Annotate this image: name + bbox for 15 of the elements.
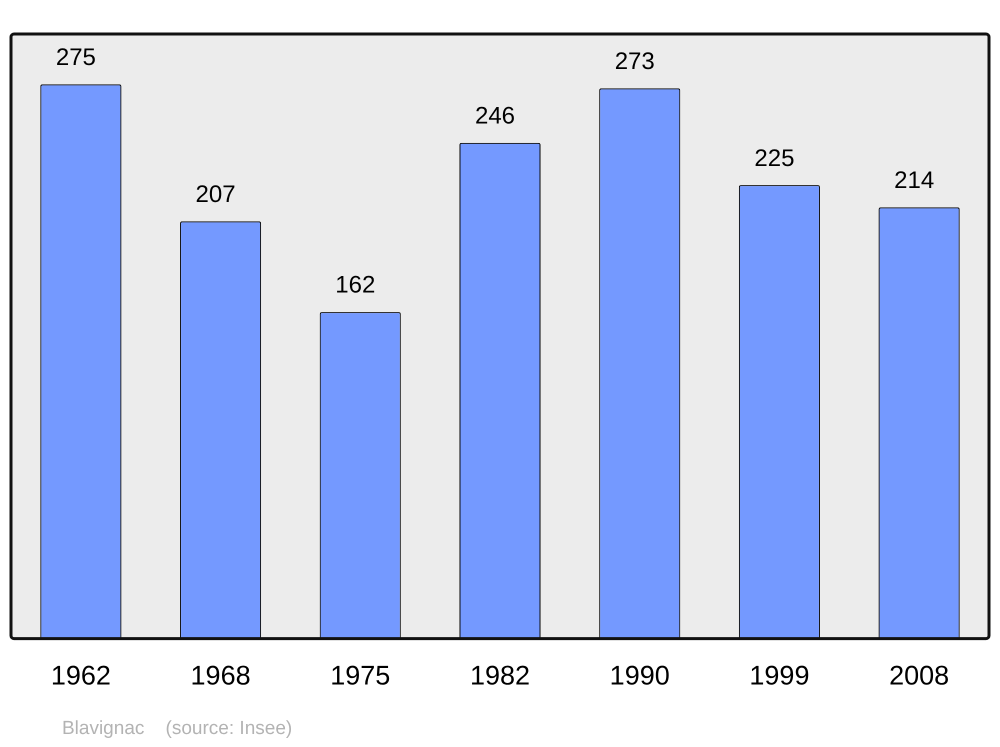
data-label: 246 [474, 102, 516, 130]
data-label: 275 [56, 44, 96, 72]
x-tick-label: 1990 [610, 660, 670, 690]
x-tick-label: 1968 [190, 660, 251, 690]
x-tick-label: 1999 [749, 660, 810, 690]
text: Blavignac (source: Insee) [62, 718, 292, 740]
data-label: 225 [754, 144, 794, 172]
x-tick-label: 1975 [330, 660, 390, 690]
data-label: 207 [196, 181, 236, 208]
data-label: 273 [614, 48, 655, 76]
x-tick-label: 1962 [50, 660, 111, 690]
x-tick-label: 1982 [470, 660, 530, 690]
data-label: 162 [335, 272, 376, 299]
x-tick-label: 2008 [889, 660, 950, 690]
data-label: 214 [894, 166, 934, 194]
